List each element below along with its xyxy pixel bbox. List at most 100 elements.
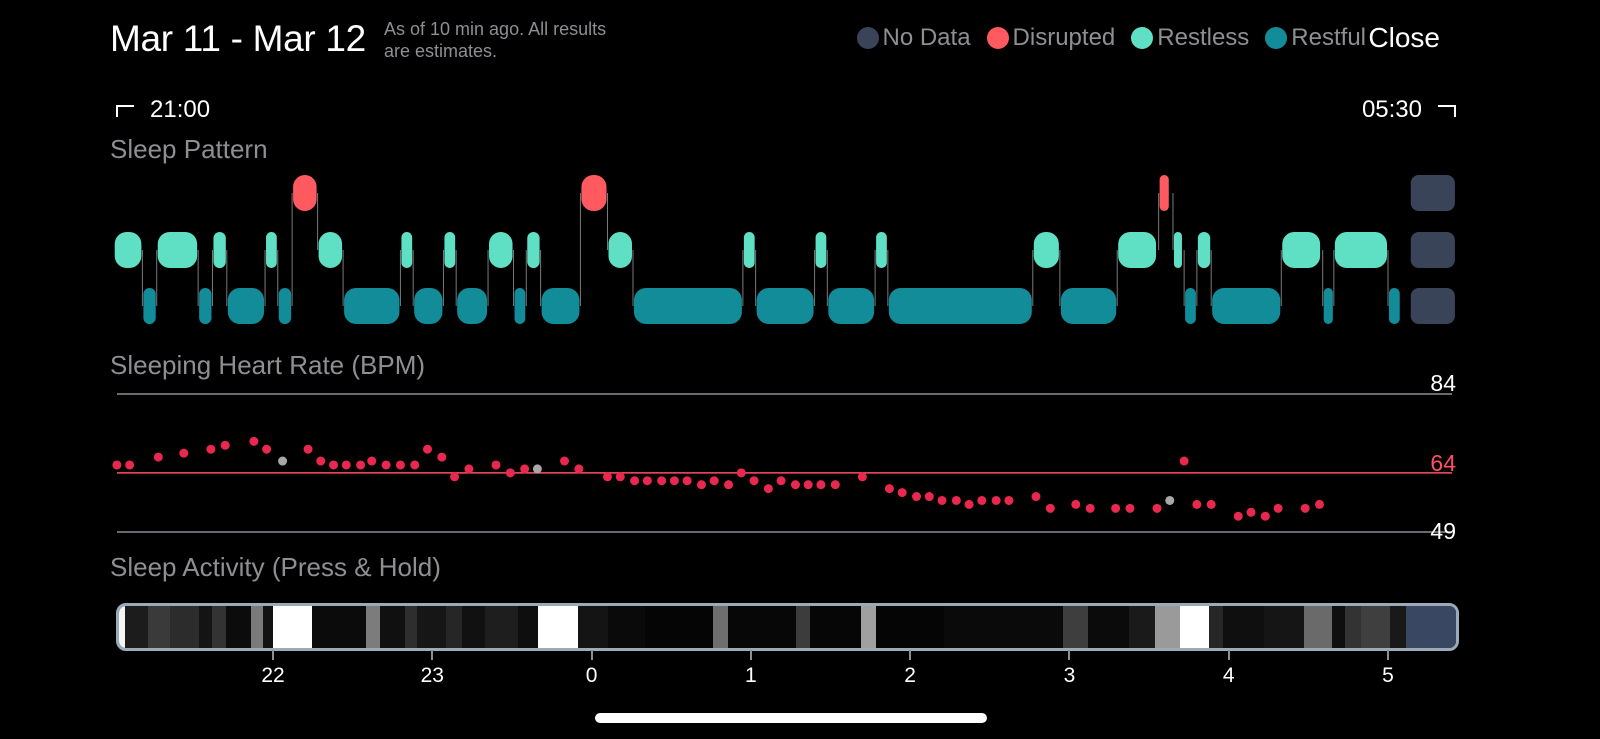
activity-segment (462, 606, 486, 648)
pattern-segment-restful (344, 288, 400, 324)
activity-segment (1223, 606, 1265, 648)
heart-rate-point (669, 476, 679, 486)
heart-rate-point (1260, 511, 1270, 521)
pattern-segment-restful (227, 288, 265, 324)
pattern-segment-restful (1389, 288, 1400, 324)
heart-rate-point (1031, 492, 1041, 502)
sleep-activity-strip[interactable] (116, 603, 1459, 651)
heart-rate-point (303, 444, 313, 454)
activity-segment (1303, 606, 1333, 648)
pattern-segment-restless (213, 232, 226, 268)
legend-item-disrupted: Disrupted (986, 24, 1115, 52)
range-start: 21:00 (116, 96, 210, 124)
legend-label: Restless (1157, 24, 1250, 51)
heart-rate-point (1165, 495, 1175, 505)
heart-rate-point (657, 476, 667, 486)
heart-rate-point (816, 480, 826, 490)
pattern-segment-restful (143, 288, 156, 324)
heart-rate-title: Sleeping Heart Rate (BPM) (110, 350, 426, 380)
pattern-segment-restless (489, 232, 513, 268)
axis-tick-label: 23 (420, 664, 444, 687)
heart-rate-chart (112, 393, 1452, 533)
heart-rate-point (206, 444, 216, 454)
heart-rate-point (884, 484, 894, 494)
activity-segment (1332, 606, 1345, 648)
sleep-pattern-title: Sleep Pattern (110, 134, 268, 164)
heart-rate-point (709, 476, 719, 486)
activity-segment (795, 606, 810, 648)
close-button[interactable]: Close (1368, 22, 1440, 53)
heart-rate-point (897, 488, 907, 498)
heart-rate-point (112, 460, 122, 470)
axis-tick-label: 3 (1063, 664, 1076, 687)
heart-rate-point (912, 492, 922, 502)
activity-segment (517, 606, 539, 648)
activity-segment (312, 606, 366, 648)
axis-tick-label: 1 (745, 664, 757, 687)
activity-segment (125, 606, 148, 648)
pattern-segment-restless (815, 232, 827, 268)
heart-rate-max-label: 84 (1430, 370, 1456, 396)
activity-segment (713, 606, 728, 648)
heart-rate-point (924, 492, 934, 502)
activity-segment (485, 606, 518, 648)
activity-segment (1180, 606, 1209, 648)
pattern-segment-restful (1185, 288, 1196, 324)
pattern-segment-restless (1282, 232, 1321, 268)
activity-segment (1128, 606, 1156, 648)
heart-rate-point (1071, 499, 1081, 509)
heart-rate-point (262, 444, 272, 454)
range-end-time: 05:30 (1361, 96, 1422, 123)
heart-rate-point (520, 464, 530, 474)
activity-segment (608, 606, 646, 648)
activity-segment (273, 606, 313, 648)
legend-item-restless: Restless (1131, 24, 1249, 52)
axis-tick-mark (431, 650, 434, 660)
heart-rate-point (830, 480, 840, 490)
activity-segment (809, 606, 862, 648)
heart-rate-point (615, 472, 625, 482)
heart-rate-point (381, 460, 391, 470)
heart-rate-point (790, 480, 800, 490)
heart-rate-point (153, 452, 163, 462)
activity-segment (1389, 606, 1407, 648)
heart-rate-point (1206, 499, 1216, 509)
activity-segment (1208, 606, 1224, 648)
activity-segment (199, 606, 212, 648)
heart-rate-point (125, 460, 135, 470)
axis-tick-label: 22 (261, 664, 285, 687)
estimate-note-line1: As of 10 min ago. All results (384, 19, 607, 39)
pattern-segment-disrupted (1159, 175, 1169, 211)
range-end: 05:30 (1362, 96, 1456, 124)
range-end-bracket-icon (1438, 104, 1456, 117)
axis-tick-label: 2 (904, 664, 916, 687)
heart-rate-point (857, 472, 867, 482)
heart-rate-point (736, 468, 746, 478)
heart-rate-point (1246, 507, 1256, 517)
sleep-pattern-chart[interactable] (0, 170, 1600, 335)
home-indicator[interactable] (595, 713, 987, 723)
pattern-segment-disrupted (293, 175, 317, 211)
heart-rate-point (249, 436, 259, 446)
range-start-time: 21:00 (150, 96, 211, 123)
axis-tick-mark (1227, 650, 1230, 660)
legend-item-no-data: No Data (856, 24, 971, 52)
activity-segment (1087, 606, 1129, 648)
date-range-title: Mar 11 - Mar 12 (110, 18, 366, 59)
heart-rate-point (776, 476, 786, 486)
heart-rate-point (341, 460, 351, 470)
disrupted-dot-icon (986, 27, 1009, 49)
pattern-segment-restful (633, 288, 742, 324)
legend-label: Restful (1291, 24, 1366, 51)
pattern-segment-restful (278, 288, 292, 324)
activity-segment (250, 606, 263, 648)
pattern-segment-restful (414, 288, 443, 324)
pattern-segment-restless (743, 232, 755, 268)
heart-rate-min-label: 49 (1430, 518, 1456, 544)
heart-rate-point (803, 480, 813, 490)
heart-rate-point (464, 464, 474, 474)
heart-rate-point (1315, 499, 1325, 509)
axis-tick-label: 4 (1222, 664, 1235, 687)
activity-segment (861, 606, 876, 648)
activity-segment (365, 606, 381, 648)
